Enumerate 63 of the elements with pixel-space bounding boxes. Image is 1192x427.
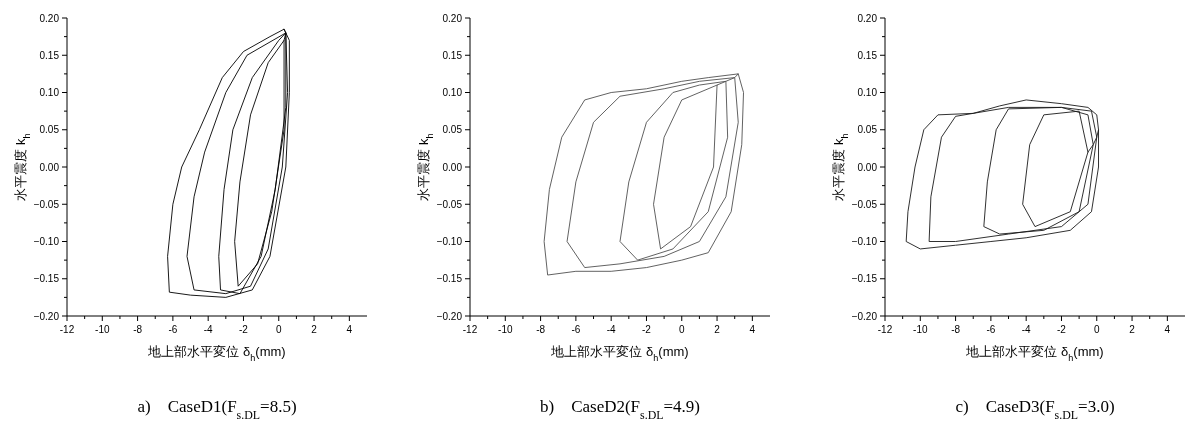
text: c) CaseD3(F$_{s.DL}$=3.0) bbox=[955, 397, 1115, 422]
line-series bbox=[543, 73, 744, 276]
x-tick-label: -10 bbox=[498, 324, 513, 335]
y-tick-label: 0.15 bbox=[857, 49, 878, 61]
x-tick-label: -4 bbox=[203, 324, 214, 335]
y-tick-label: −0.05 bbox=[851, 198, 878, 210]
x-tick-label: -2 bbox=[239, 324, 249, 335]
x-tick-label: -8 bbox=[951, 324, 961, 335]
x-tick-label: 2 bbox=[714, 324, 721, 335]
y-tick-label: 0.00 bbox=[442, 161, 463, 173]
y-tick-label: 0.15 bbox=[39, 49, 60, 61]
y-tick-label: −0.20 bbox=[436, 310, 463, 322]
x-tick-label: -6 bbox=[168, 324, 178, 335]
text: a) CaseD1(F$_{s.DL}$=8.5) bbox=[137, 397, 297, 422]
y-tick-label: −0.20 bbox=[851, 310, 878, 322]
x-tick-label: -10 bbox=[913, 324, 928, 335]
x-tick-label: 2 bbox=[1129, 324, 1136, 335]
x-axis-title: 地上部水平変位 δ$_{h}$(mm) bbox=[965, 344, 1104, 363]
x-tick-label: -6 bbox=[571, 324, 581, 335]
y-tick-label: −0.20 bbox=[33, 310, 60, 322]
x-tick-label: -8 bbox=[133, 324, 143, 335]
y-tick-label: −0.15 bbox=[851, 273, 878, 285]
y-tick-label: 0.05 bbox=[857, 124, 878, 136]
x-tick-label: -12 bbox=[462, 324, 478, 335]
y-tick-label: 0.05 bbox=[39, 124, 60, 136]
y-tick-label: −0.10 bbox=[851, 236, 878, 247]
x-tick-label: -2 bbox=[1057, 324, 1067, 335]
x-tick-label: -2 bbox=[642, 324, 652, 335]
y-tick-label: 0.20 bbox=[442, 12, 463, 24]
y-tick-label: −0.10 bbox=[436, 236, 463, 247]
y-tick-label: −0.05 bbox=[33, 198, 60, 210]
y-tick-label: −0.10 bbox=[33, 236, 60, 247]
x-tick-label: 4 bbox=[1164, 324, 1171, 335]
x-tick-label: 0 bbox=[275, 324, 282, 335]
x-axis-title: 地上部水平変位 δ$_{h}$(mm) bbox=[550, 344, 689, 363]
y-tick-label: 0.10 bbox=[857, 87, 878, 98]
x-tick-label: 0 bbox=[1093, 324, 1100, 335]
x-tick-label: -4 bbox=[606, 324, 617, 335]
x-tick-label: 0 bbox=[678, 324, 685, 335]
y-tick-label: −0.15 bbox=[436, 273, 463, 285]
y-tick-label: 0.15 bbox=[442, 49, 463, 61]
y-tick-label: 0.05 bbox=[442, 124, 463, 136]
x-tick-label: -8 bbox=[536, 324, 546, 335]
y-tick-label: 0.00 bbox=[39, 161, 60, 173]
y-tick-label: −0.15 bbox=[33, 273, 60, 285]
y-tick-label: 0.10 bbox=[442, 87, 463, 98]
line-series bbox=[167, 28, 290, 298]
x-tick-label: -4 bbox=[1021, 324, 1032, 335]
text: b) CaseD2(F$_{s.DL}$=4.9) bbox=[539, 397, 701, 422]
line-series bbox=[905, 99, 1099, 250]
x-tick-label: -12 bbox=[877, 324, 893, 335]
y-tick-label: −0.05 bbox=[436, 198, 463, 210]
x-tick-label: 4 bbox=[749, 324, 756, 335]
x-tick-label: 4 bbox=[346, 324, 353, 335]
x-tick-label: -10 bbox=[95, 324, 110, 335]
y-tick-label: 0.20 bbox=[857, 12, 878, 24]
x-tick-label: -6 bbox=[986, 324, 996, 335]
x-axis-title: 地上部水平変位 δ$_{h}$(mm) bbox=[147, 344, 286, 363]
y-tick-label: 0.20 bbox=[39, 12, 60, 24]
y-tick-label: 0.00 bbox=[857, 161, 878, 173]
y-tick-label: 0.10 bbox=[39, 87, 60, 98]
x-tick-label: -12 bbox=[59, 324, 75, 335]
x-tick-label: 2 bbox=[311, 324, 318, 335]
